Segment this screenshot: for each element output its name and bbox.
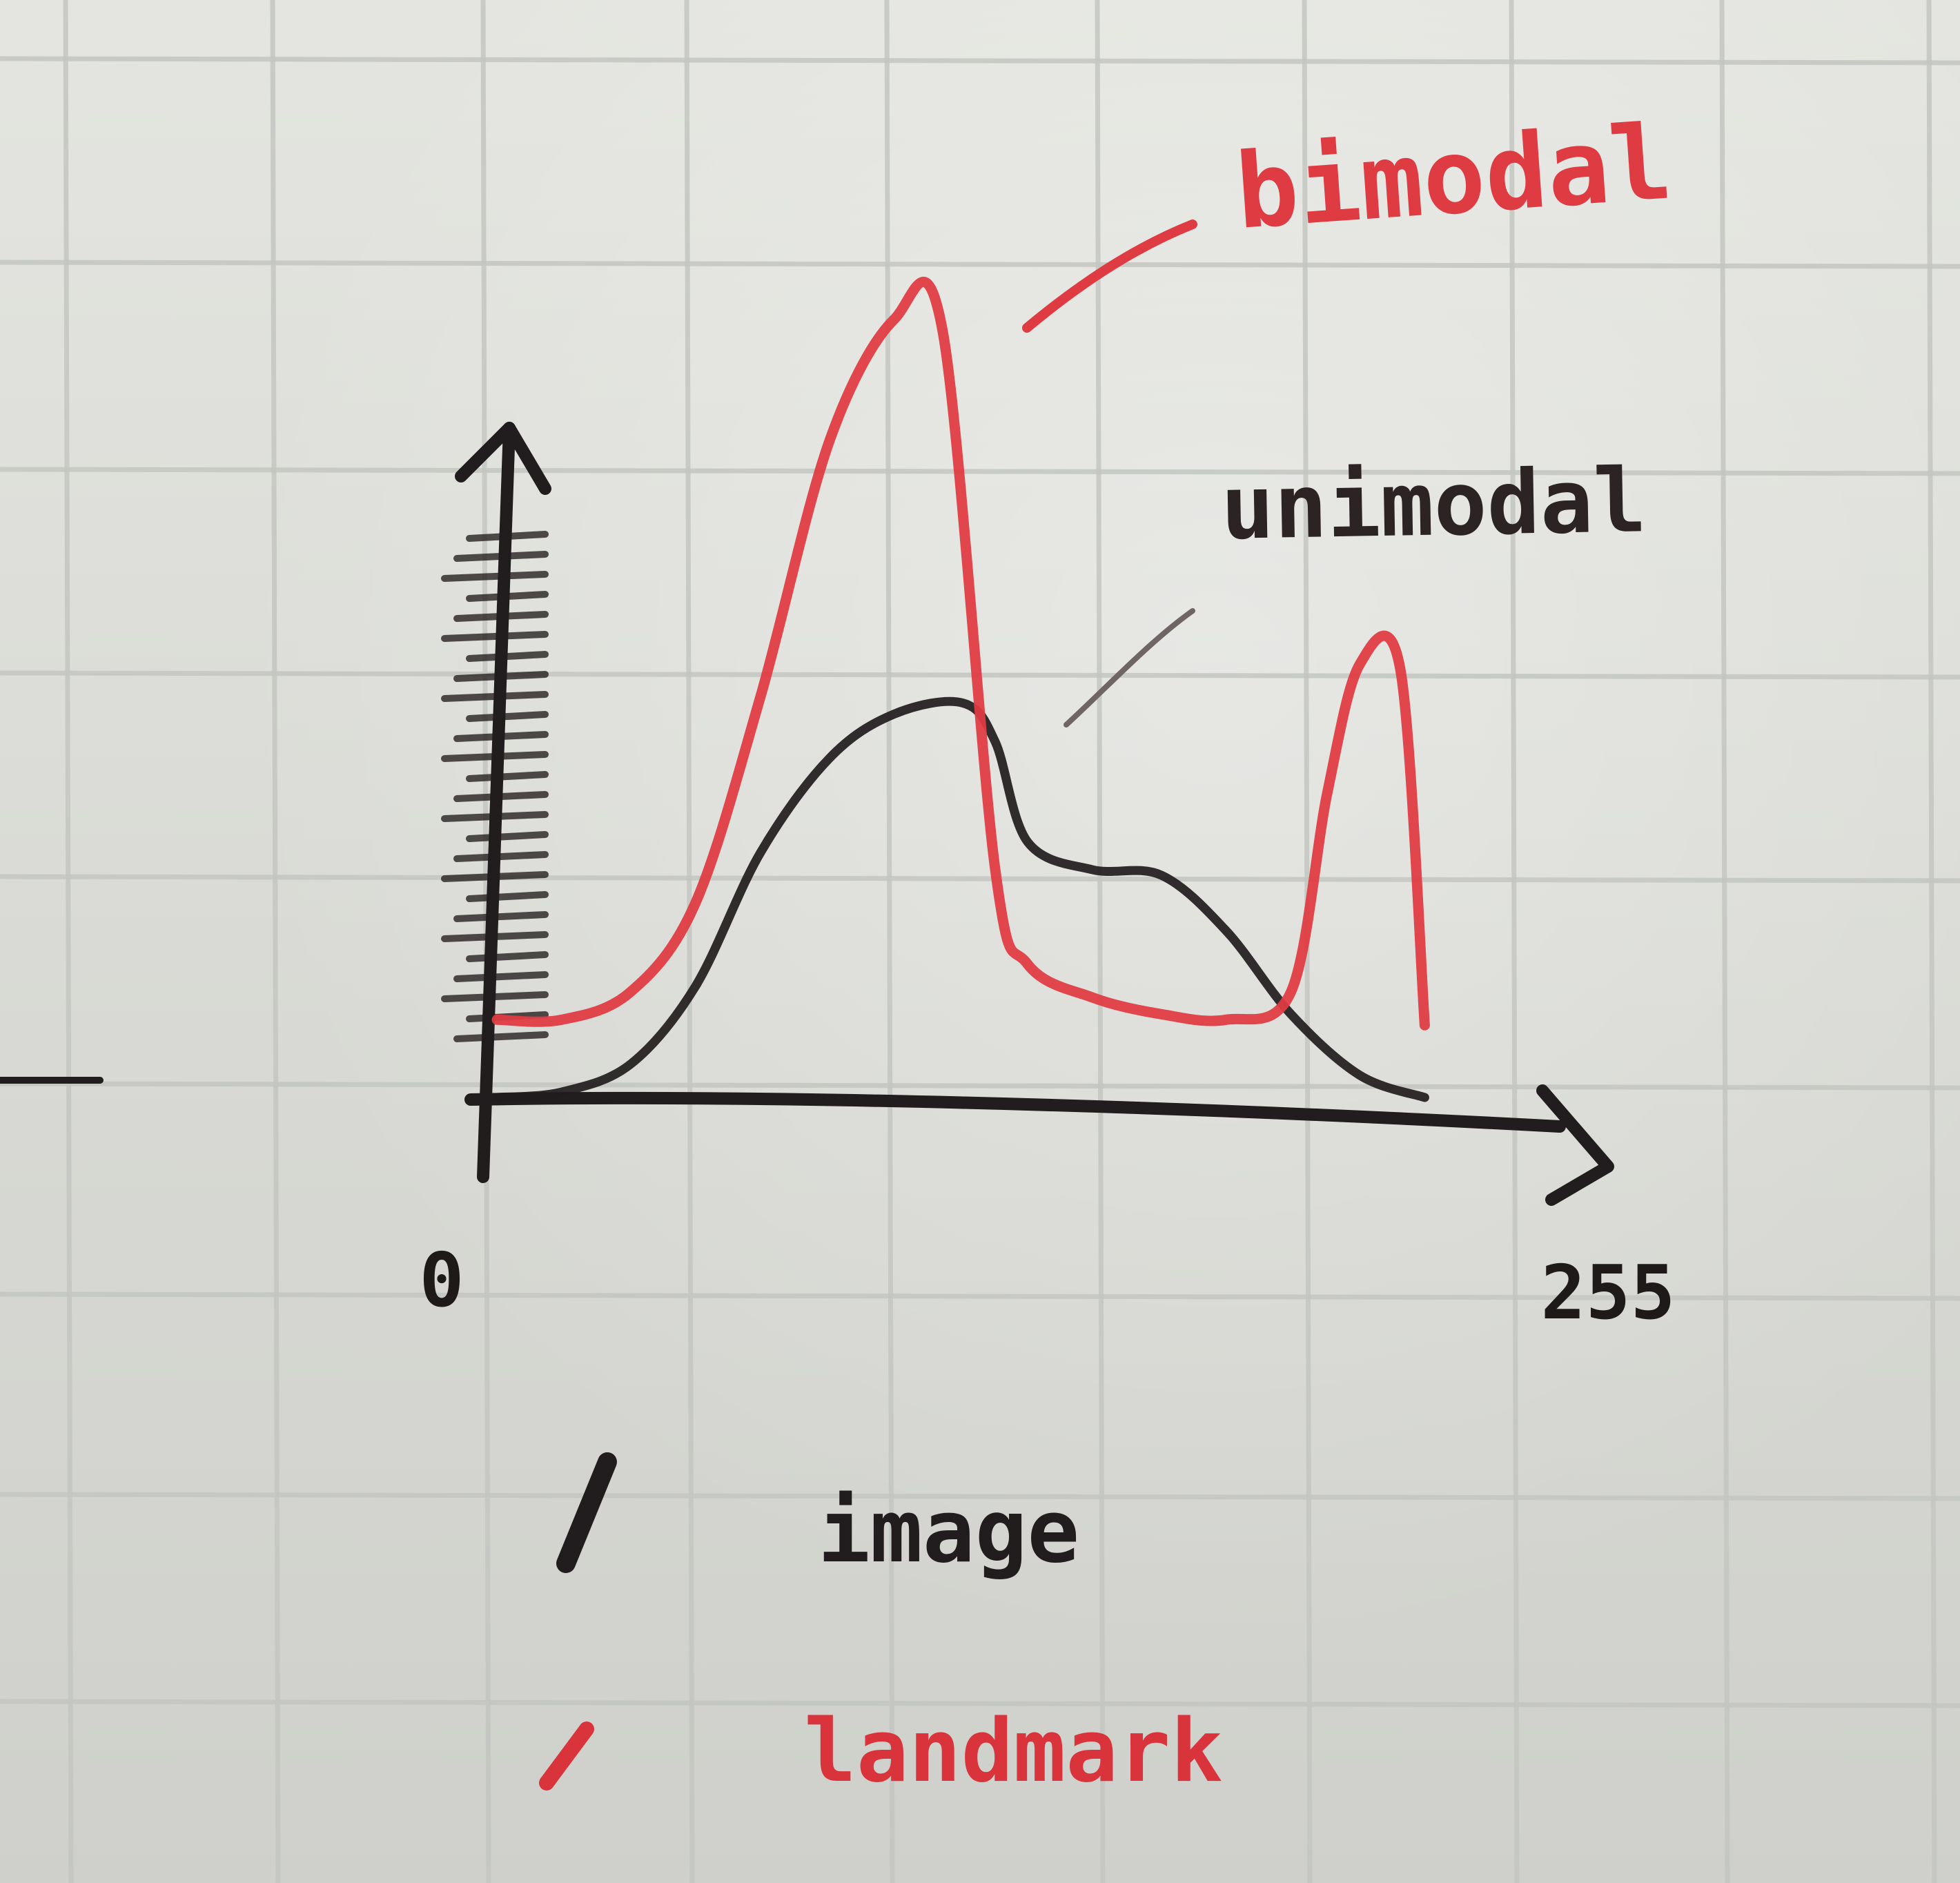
grid-line-vertical-8 <box>1719 0 1730 1883</box>
series-line-unimodal <box>492 696 1429 1102</box>
grid-line-horizontal-2 <box>0 467 1960 476</box>
y-axis-hatch-mark <box>466 891 549 902</box>
y-axis-hatch-mark <box>466 711 549 722</box>
axes-group <box>0 422 1614 1206</box>
grid-line-horizontal-6 <box>0 1291 1960 1301</box>
y-axis-hatch-mark <box>466 831 549 842</box>
x-axis-line <box>464 1091 1566 1133</box>
x-tick-label-0: 0 <box>419 1238 464 1324</box>
grid-line-horizontal-7 <box>0 1492 1960 1501</box>
grid-line-horizontal-5 <box>0 1081 1960 1091</box>
y-axis-hatch-mark <box>466 951 549 962</box>
y-axis-arrowhead <box>455 422 551 495</box>
y-axis-line <box>477 422 516 1183</box>
grid-line-horizontal-8 <box>0 1699 1960 1708</box>
y-axis-hatch-mark <box>453 1031 549 1042</box>
y-axis-hatch-mark <box>441 571 549 582</box>
y-axis-hatch-mark <box>453 851 549 862</box>
y-axis-hatch-mark <box>466 771 549 782</box>
legend-swatch-image <box>556 1452 617 1573</box>
y-axis-hatch-mark <box>453 971 549 982</box>
annotation-bimodal: bimodal <box>1232 102 1676 253</box>
annotation-unimodal: unimodal <box>1220 449 1647 560</box>
grid-line-horizontal-0 <box>0 56 1960 66</box>
x-axis-arrowhead <box>1536 1084 1614 1206</box>
grid-line-horizontal-1 <box>0 260 1960 269</box>
unimodal-leader-line <box>1064 608 1195 728</box>
y-axis-hatch-mark <box>453 911 549 922</box>
grid-line-horizontal-4 <box>0 874 1960 884</box>
grid-line-vertical-4 <box>884 0 895 1883</box>
legend-label-image: image <box>818 1481 1079 1582</box>
grid-line-vertical-5 <box>1095 0 1106 1883</box>
bimodal-leader-line <box>1022 219 1197 333</box>
grid-line-vertical-1 <box>270 0 281 1883</box>
legend-label-landmark: landmark <box>804 1700 1223 1802</box>
x-tick-label-255: 255 <box>1540 1250 1675 1336</box>
grid-line-vertical-9 <box>1926 0 1937 1883</box>
series-group <box>491 219 1430 1102</box>
y-axis-hatch-mark <box>441 631 549 642</box>
legend-swatch-landmark <box>539 1721 594 1791</box>
grid-line-vertical-3 <box>684 0 695 1883</box>
grid-line-vertical-7 <box>1509 0 1520 1883</box>
series-line-bimodal <box>491 277 1430 1031</box>
grid-line-vertical-0 <box>63 0 74 1883</box>
